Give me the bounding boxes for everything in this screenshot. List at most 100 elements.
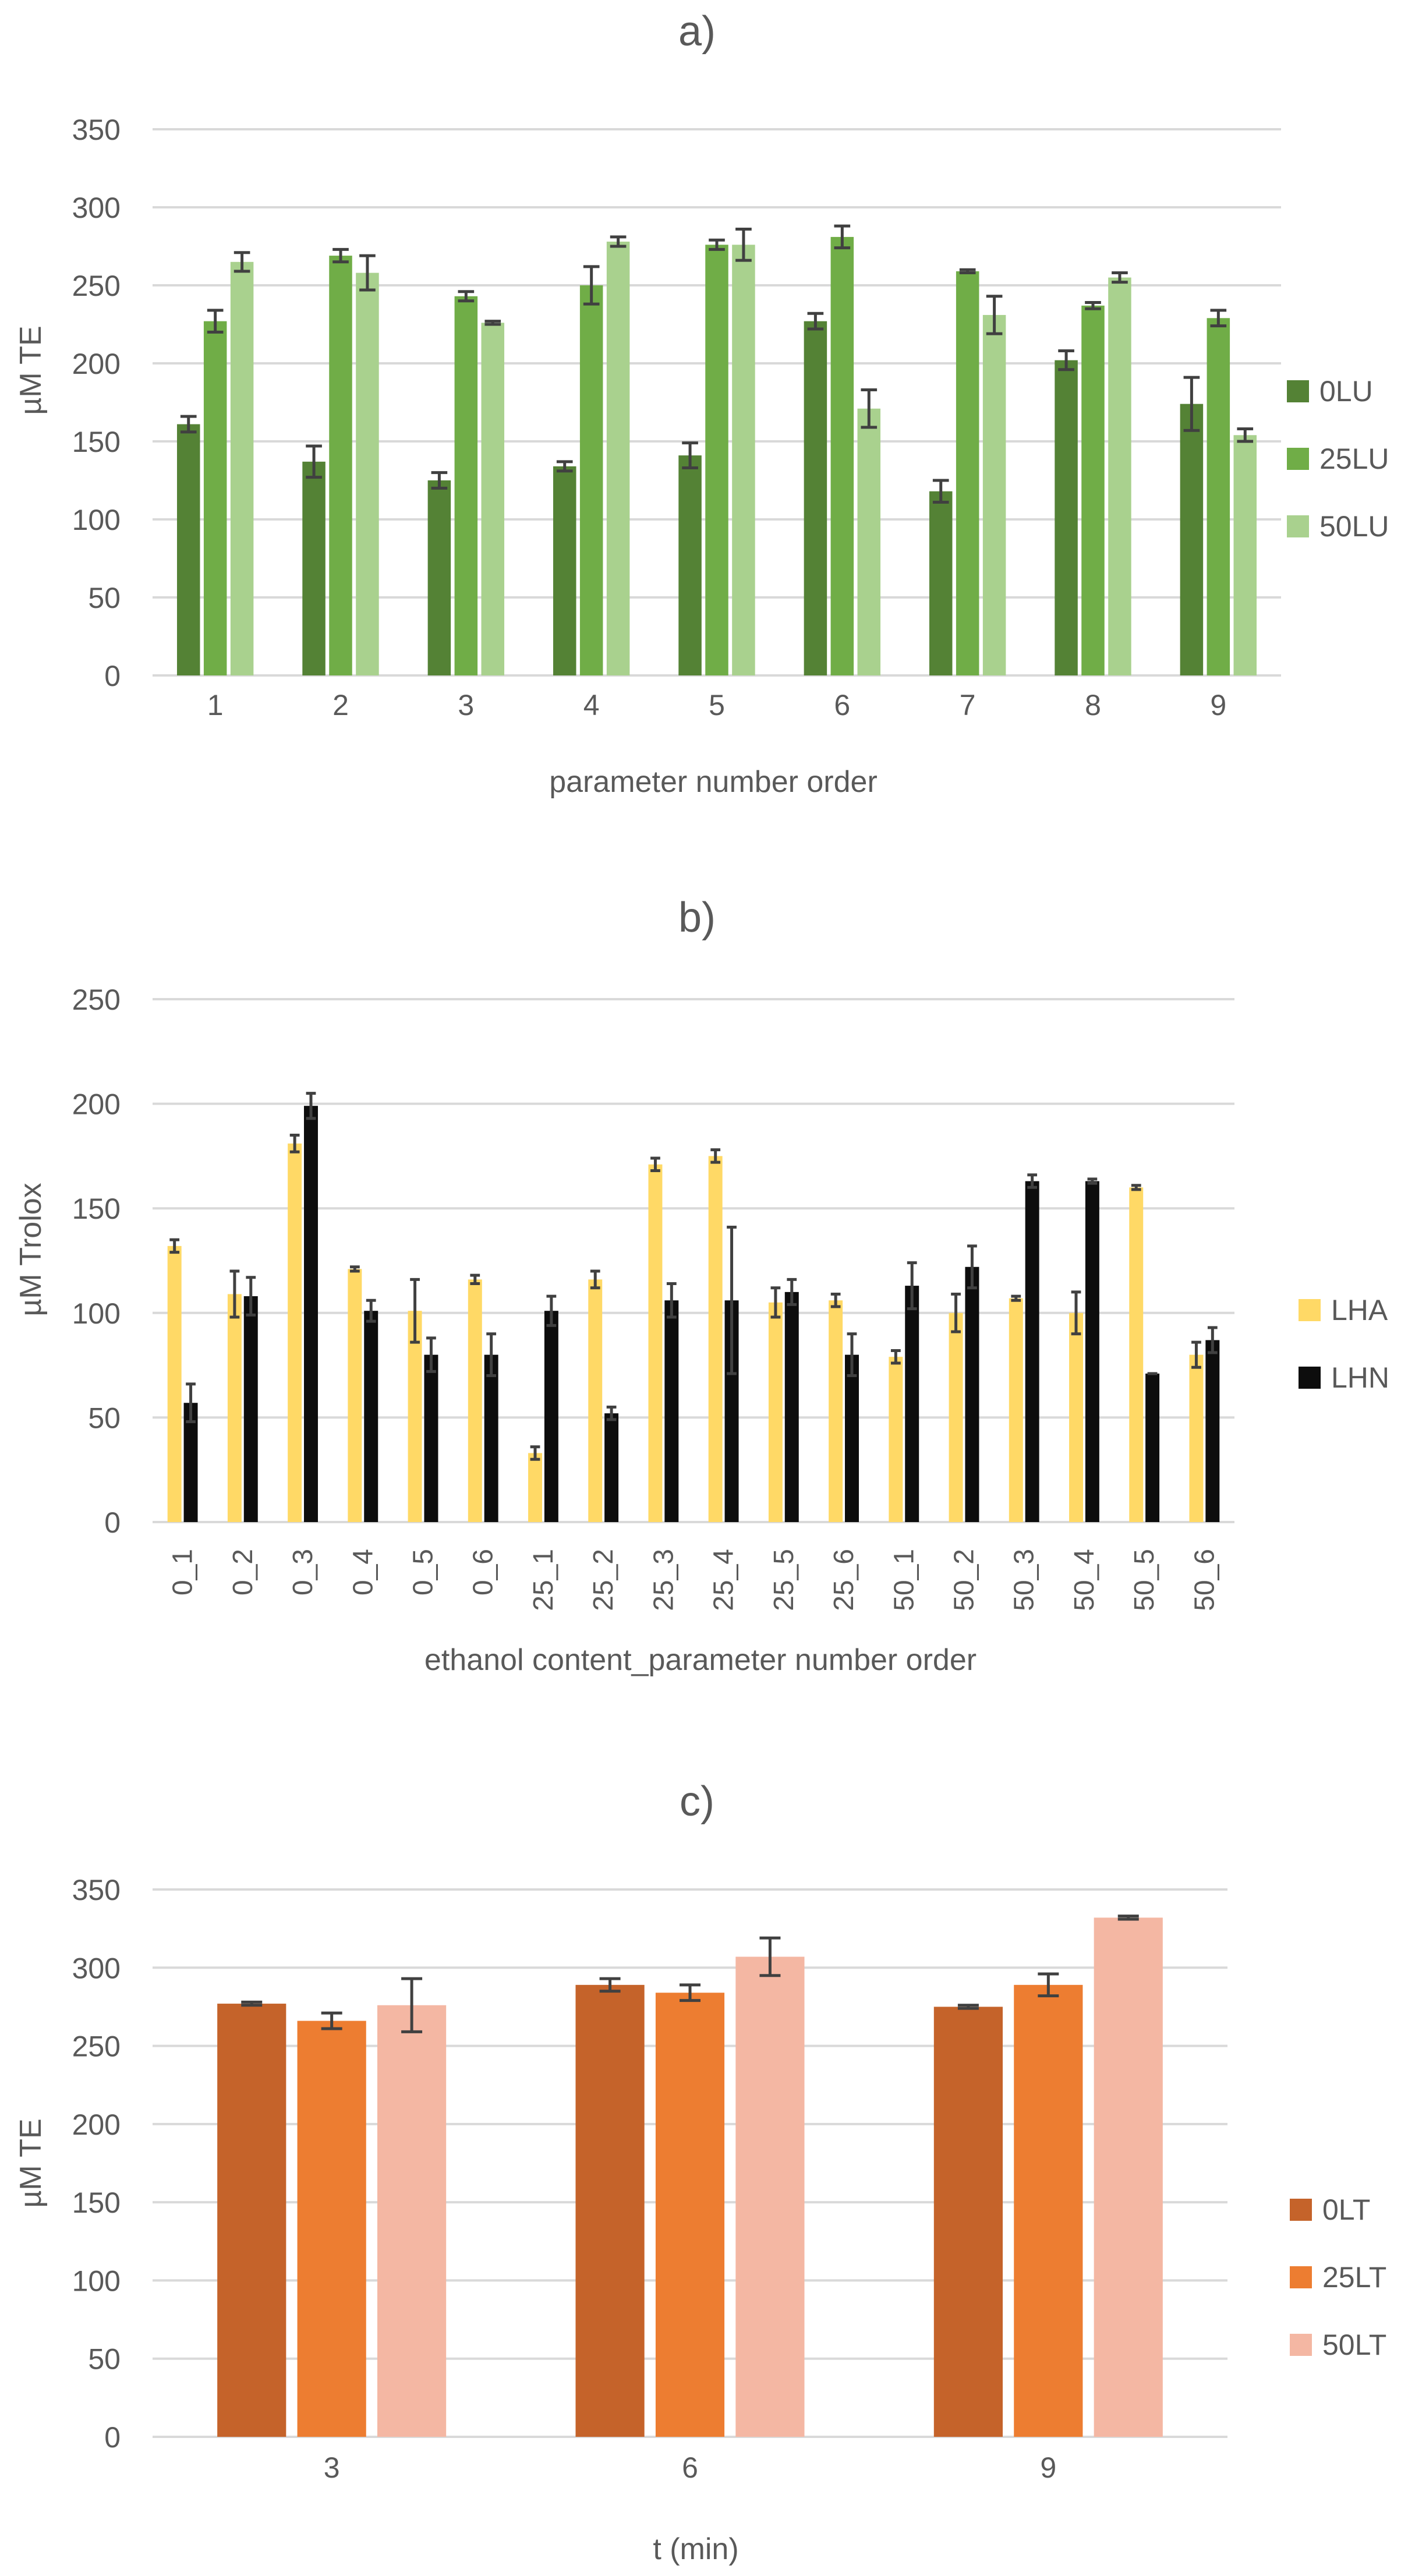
chart-b-bar-LHA-0_4 <box>348 1269 362 1522</box>
chart-b-x-tick-label: 50_3 <box>1009 1549 1040 1611</box>
chart-b-y-axis-label: µM Trolox <box>14 1183 48 1316</box>
chart-b-x-tick-label: 0_1 <box>168 1549 199 1595</box>
chart-b-bar-LHA-50_4 <box>1069 1312 1083 1522</box>
chart-b-error-bar-LHA-25_5 <box>770 1286 781 1319</box>
chart-b-x-tick-label: 50_4 <box>1069 1549 1100 1611</box>
chart-a-bar-50LU-9 <box>1233 435 1257 675</box>
chart-b-error-bar-LHN-50_3 <box>1027 1173 1038 1189</box>
chart-c-legend-label: 50LT <box>1322 2329 1386 2361</box>
chart-a-legend-swatch <box>1287 448 1309 470</box>
chart-b-bar-LHN-50_2 <box>965 1266 979 1522</box>
chart-b-bar-LHA-25_2 <box>588 1279 603 1522</box>
chart-a-error-bar-50LU-1 <box>234 251 250 273</box>
chart-b-error-bar-LHA-0_3 <box>289 1133 300 1153</box>
chart-c-legend-swatch <box>1290 2266 1312 2288</box>
chart-c-legend-item-50LT: 50LT <box>1290 2329 1386 2361</box>
chart-c-y-tick-label: 0 <box>104 2421 121 2454</box>
chart-c-x-tick-label: 9 <box>1040 2451 1056 2484</box>
chart-c-legend-item-0LT: 0LT <box>1290 2193 1370 2226</box>
chart-b-bar-LHN-50_1 <box>905 1286 919 1522</box>
chart-b-y-tick-label: 150 <box>72 1193 121 1225</box>
chart-a-error-bar-25LU-7 <box>959 268 976 275</box>
chart-b-legend-label: LHA <box>1331 1294 1388 1326</box>
chart-b-x-tick-label: 50_1 <box>889 1549 919 1611</box>
chart-a-error-bar-50LU-3 <box>484 320 501 326</box>
chart-b-bar-LHN-0_5 <box>424 1354 438 1522</box>
chart-b-bar-LHA-25_4 <box>708 1156 723 1522</box>
chart-a-bar-0LU-6 <box>804 321 827 675</box>
chart-b-error-bar-LHN-50_6 <box>1207 1326 1218 1354</box>
chart-a-x-ticks: 1 2 3 4 5 6 7 8 9 <box>207 689 1226 721</box>
chart-b-error-bar-LHN-0_3 <box>306 1092 316 1120</box>
chart-a-bar-50LU-5 <box>732 245 755 675</box>
chart-b-error-bar-LHN-25_4 <box>727 1226 737 1375</box>
chart-c-bar-0LT-3 <box>217 2004 286 2437</box>
chart-b-bar-LHN-50_5 <box>1145 1373 1160 1522</box>
chart-c-y-tick-label: 50 <box>88 2343 121 2376</box>
chart-b-y-tick-label: 50 <box>88 1402 121 1434</box>
chart-b-bar-LHA-25_6 <box>829 1300 843 1522</box>
chart-b-error-bar-LHA-50_2 <box>951 1292 961 1333</box>
chart-c-error-bar-50LT-9 <box>1117 1915 1139 1921</box>
chart-b-x-tick-label: 0_3 <box>288 1549 319 1595</box>
chart-a-legend-item-50LU: 50LU <box>1287 510 1389 543</box>
chart-b-error-bar-LHA-50_1 <box>890 1349 901 1365</box>
chart-a-error-bar-0LU-9 <box>1183 376 1200 432</box>
chart-a-error-bar-25LU-8 <box>1085 300 1101 310</box>
chart-c-error-bar-25LT-6 <box>680 1983 700 2002</box>
chart-b-x-axis-label: ethanol content_parameter number order <box>424 1643 977 1677</box>
chart-c-title: c) <box>680 1778 714 1825</box>
chart-b-error-bar-LHA-0_4 <box>349 1265 360 1273</box>
chart-a-bar-0LU-8 <box>1055 360 1078 675</box>
chart-c-y-tick-label: 300 <box>72 1952 121 1984</box>
chart-b-bar-LHN-50_3 <box>1025 1181 1039 1522</box>
chart-c-bar-0LT-6 <box>575 1984 645 2437</box>
chart-a-x-tick-label: 7 <box>960 689 976 721</box>
chart-c-error-bar-0LT-3 <box>241 2000 263 2007</box>
chart-b-x-tick-label: 25_5 <box>769 1549 799 1611</box>
chart-b-error-bar-LHN-0_4 <box>366 1298 376 1323</box>
chart-a-bar-50LU-7 <box>982 314 1006 675</box>
chart-a-x-tick-label: 6 <box>834 689 850 721</box>
chart-c-y-axis-label: µM TE <box>14 2118 48 2207</box>
chart-a-error-bar-50LU-5 <box>735 228 752 262</box>
chart-a-x-tick-label: 1 <box>207 689 224 721</box>
chart-a-legend: 0LU 25LU 50LU <box>1287 375 1389 543</box>
chart-a-legend-label: 50LU <box>1319 510 1389 543</box>
chart-a-error-bar-25LU-5 <box>709 238 725 251</box>
chart-a-error-bar-25LU-3 <box>458 290 475 303</box>
chart-b-error-bar-LHN-0_2 <box>246 1276 256 1317</box>
chart-a-error-bar-25LU-9 <box>1210 309 1227 328</box>
chart-b-bar-LHN-25_4 <box>724 1300 739 1522</box>
chart-c-y-tick-label: 150 <box>72 2186 121 2219</box>
chart-b-bar-LHA-0_3 <box>288 1143 302 1522</box>
chart-b-error-bar-LHA-25_4 <box>710 1148 721 1164</box>
chart-b-error-bar-LHN-25_2 <box>606 1405 617 1421</box>
chart-a-bar-25LU-7 <box>956 271 979 675</box>
chart-b-bars <box>167 1092 1220 1522</box>
chart-a-error-bar-25LU-1 <box>207 309 224 334</box>
chart-b-legend-item-LHN: LHN <box>1299 1361 1389 1394</box>
chart-a-x-tick-label: 3 <box>458 689 474 721</box>
chart-b-bar-LHA-50_1 <box>889 1357 903 1522</box>
chart-b-error-bar-LHA-0_1 <box>169 1238 180 1254</box>
chart-a-error-bar-0LU-5 <box>682 441 698 470</box>
chart-c-legend-item-25LT: 25LT <box>1290 2261 1386 2294</box>
chart-b-error-bar-LHN-25_3 <box>666 1282 677 1319</box>
chart-a-bar-25LU-1 <box>203 321 227 675</box>
chart-a-x-axis-label: parameter number order <box>549 765 878 799</box>
chart-b-error-bar-LHN-50_4 <box>1087 1177 1098 1185</box>
chart-c-error-bar-50LT-3 <box>401 1977 423 2033</box>
chart-c-y-tick-label: 350 <box>72 1874 121 1906</box>
chart-c-x-tick-label: 3 <box>324 2451 340 2484</box>
chart-a-y-tick-label: 250 <box>72 270 121 302</box>
chart-b-x-tick-label: 50_5 <box>1129 1549 1160 1611</box>
chart-a-legend-item-25LU: 25LU <box>1287 443 1389 475</box>
chart-a-y-tick-label: 300 <box>72 192 121 224</box>
chart-b-bar-LHN-50_4 <box>1085 1181 1099 1522</box>
chart-c-x-tick-label: 6 <box>682 2451 698 2484</box>
chart-a-y-tick-label: 0 <box>104 660 121 692</box>
chart-b-bar-LHA-25_3 <box>648 1164 663 1522</box>
chart-c-bar-50LT-9 <box>1094 1917 1163 2437</box>
